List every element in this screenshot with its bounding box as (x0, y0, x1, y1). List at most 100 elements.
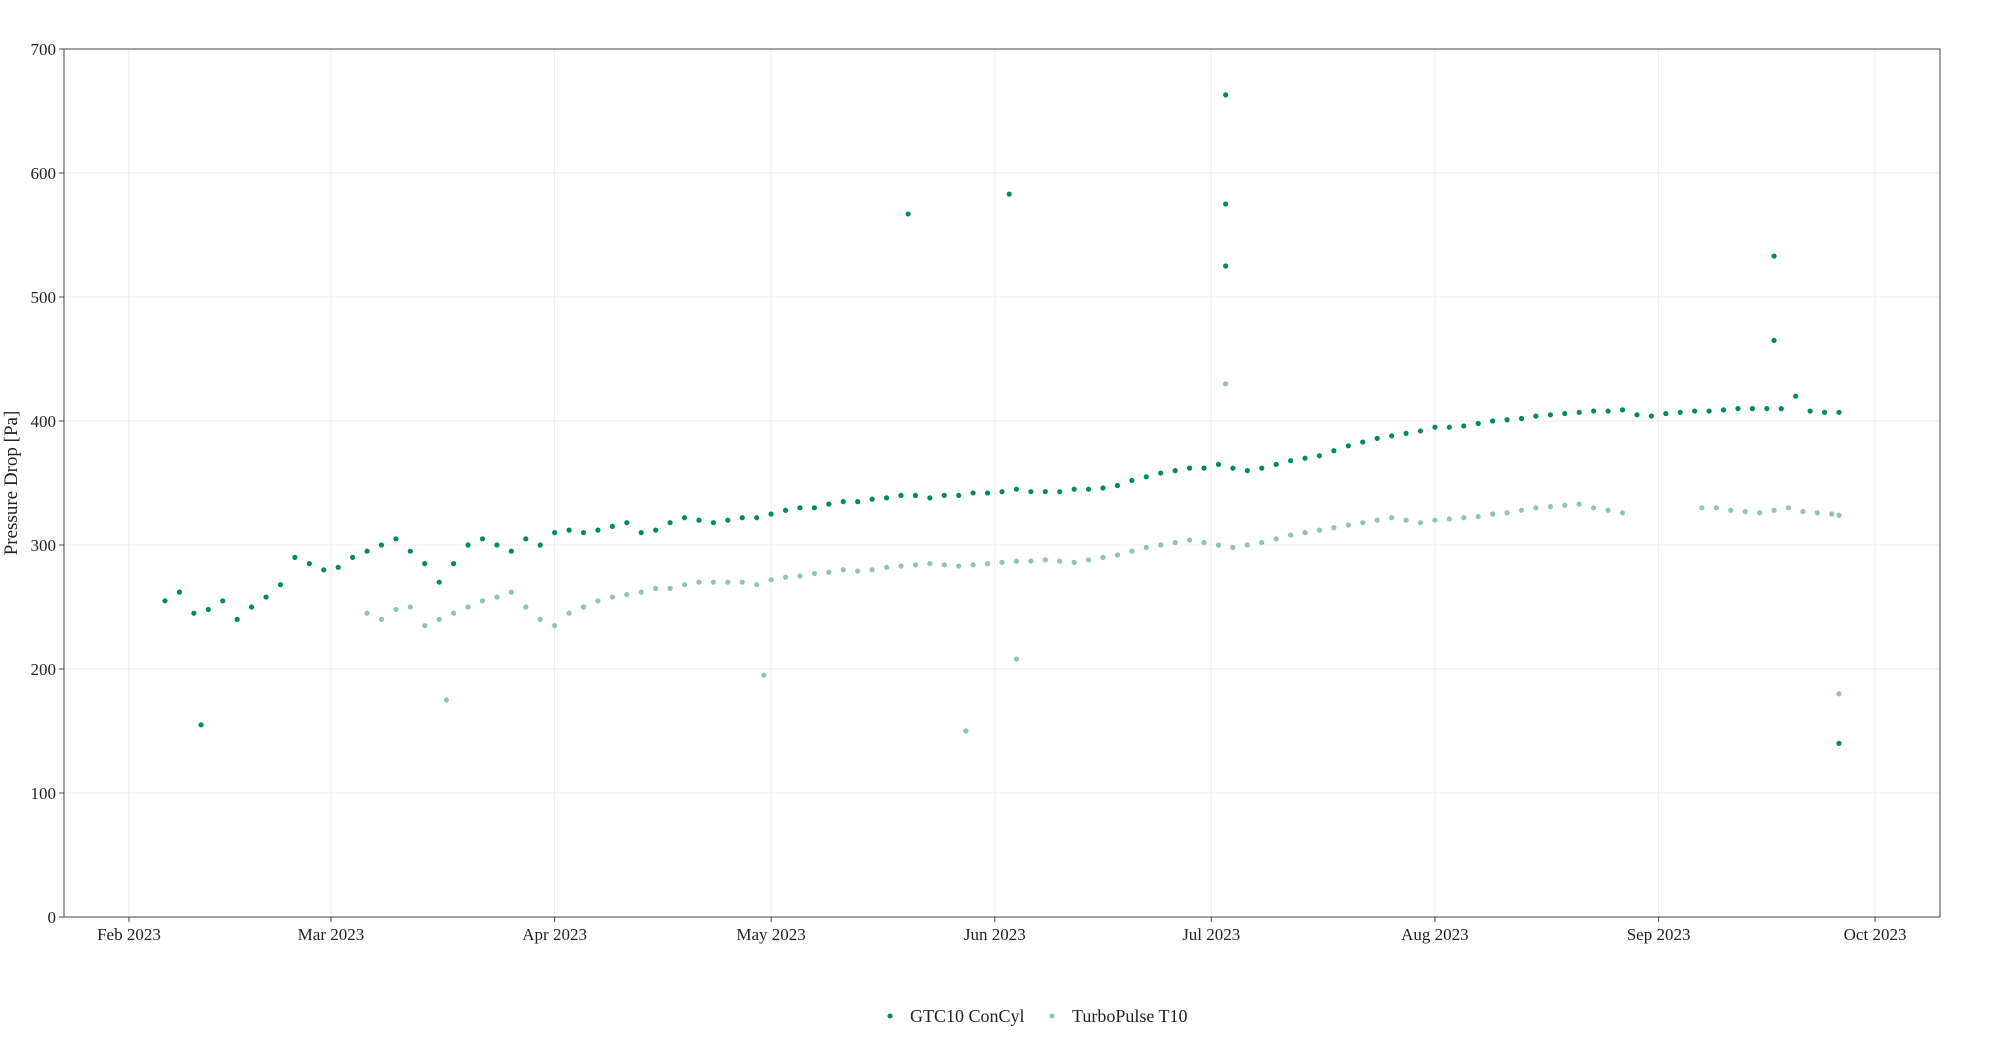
data-point (1273, 536, 1279, 542)
data-point (407, 548, 413, 554)
data-point (912, 492, 919, 498)
data-point (1223, 201, 1229, 207)
data-point (1013, 486, 1020, 492)
data-point (624, 520, 630, 526)
data-point (552, 530, 558, 536)
data-point (1836, 691, 1842, 697)
data-point (1071, 486, 1077, 492)
data-point (1129, 548, 1135, 554)
data-point (725, 517, 731, 523)
data-point (609, 594, 615, 600)
data-point (1143, 544, 1149, 551)
data-point (1518, 507, 1525, 513)
data-point (1576, 501, 1582, 507)
data-point (1742, 508, 1748, 515)
data-point (1187, 537, 1193, 543)
data-point (1028, 489, 1034, 495)
data-point (869, 496, 875, 502)
data-point (1374, 517, 1380, 523)
x-tick-label: Feb 2023 (97, 925, 161, 944)
data-point (1345, 443, 1351, 449)
data-point (443, 697, 450, 703)
data-point (494, 594, 500, 600)
data-point (999, 559, 1005, 565)
data-point (1360, 439, 1366, 445)
data-point (941, 562, 947, 568)
data-point (436, 616, 442, 623)
data-point (1504, 510, 1510, 516)
data-point (883, 495, 890, 501)
data-point (162, 598, 168, 604)
y-axis-title: Pressure Drop [Pa] (1, 411, 22, 556)
data-point (1475, 420, 1481, 427)
data-point (1547, 412, 1553, 418)
data-point (1562, 410, 1568, 417)
data-point (1100, 554, 1106, 561)
data-point (1749, 406, 1755, 412)
data-point (1143, 474, 1149, 480)
data-point (638, 589, 644, 595)
x-tick-label: Sep 2023 (1627, 925, 1691, 944)
data-point (782, 507, 789, 513)
data-point (941, 492, 947, 498)
x-tick-label: Apr 2023 (522, 925, 587, 944)
data-point (1547, 503, 1553, 510)
data-point (176, 589, 183, 595)
data-point (1706, 408, 1712, 414)
data-point (1259, 465, 1265, 471)
data-point (1836, 740, 1842, 747)
data-point (422, 623, 428, 629)
data-point (249, 604, 255, 610)
legend-label: GTC10 ConCyl (910, 1006, 1025, 1026)
data-point (869, 567, 875, 573)
data-point (1006, 191, 1012, 197)
data-point (393, 606, 399, 613)
data-point (364, 548, 370, 554)
data-point (1634, 412, 1640, 418)
y-tick-label: 100 (31, 784, 57, 803)
data-point (479, 598, 486, 604)
data-point (1432, 424, 1438, 430)
data-point (1663, 410, 1669, 417)
data-point (811, 570, 818, 577)
data-point (1331, 525, 1337, 531)
data-point (1374, 435, 1380, 441)
data-point (1814, 510, 1820, 516)
plot-area (162, 92, 1842, 747)
data-point (1648, 413, 1654, 419)
data-point (696, 517, 702, 523)
data-point (1605, 507, 1611, 513)
data-point (198, 722, 204, 728)
data-point (393, 536, 399, 542)
data-point (220, 598, 226, 604)
data-point (1158, 542, 1164, 548)
data-point (667, 585, 673, 592)
data-point (681, 515, 688, 521)
data-point (523, 604, 529, 610)
data-point (451, 610, 457, 616)
data-point (508, 589, 514, 595)
data-point (1757, 510, 1763, 516)
legend: GTC10 ConCyl TurboPulse T10 (887, 1006, 1188, 1026)
data-point (1201, 465, 1207, 471)
data-point (1316, 527, 1323, 533)
data-point (1244, 542, 1250, 548)
data-point (1288, 532, 1294, 538)
x-tick-label: Jul 2023 (1182, 925, 1240, 944)
data-point (1836, 409, 1842, 415)
data-point (306, 561, 312, 567)
data-point (1403, 517, 1409, 523)
data-point (566, 610, 572, 616)
data-point (1829, 511, 1835, 517)
data-point (1114, 552, 1121, 558)
data-point (1331, 448, 1337, 454)
data-point (1807, 408, 1813, 414)
data-point (1490, 511, 1496, 517)
data-point (797, 573, 803, 579)
data-point (1785, 505, 1792, 511)
data-point (1591, 408, 1597, 414)
data-point (1013, 656, 1020, 662)
data-point (1223, 92, 1229, 98)
data-point (580, 530, 587, 536)
